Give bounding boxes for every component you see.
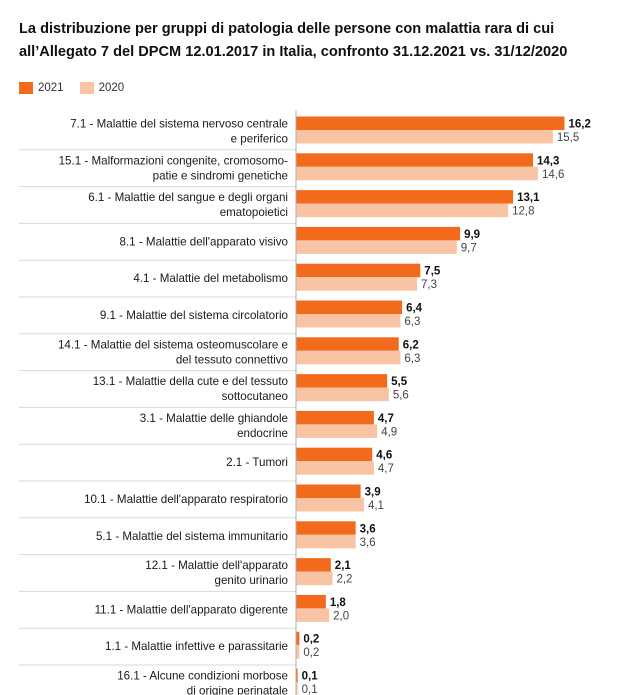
category-label: 5.1 - Malattie del sistema immunitario bbox=[96, 530, 288, 543]
data-label-2021: 13,1 bbox=[517, 192, 540, 204]
data-label-2020: 0,1 bbox=[302, 684, 318, 695]
data-label-2020: 6,3 bbox=[404, 353, 420, 365]
category-label: 2.1 - Tumori bbox=[226, 456, 288, 469]
legend-swatch-2020 bbox=[79, 82, 94, 94]
bar-2020 bbox=[296, 277, 417, 291]
bar-2021 bbox=[296, 300, 403, 314]
data-label-2021: 3,6 bbox=[360, 523, 376, 535]
bar-2021 bbox=[296, 631, 300, 646]
bar-2020 bbox=[296, 682, 298, 695]
category-label: di origine perinatale bbox=[187, 685, 288, 695]
category-label: 13.1 - Malattie della cute e del tessuto bbox=[93, 375, 288, 388]
data-label-2020: 3,6 bbox=[360, 537, 376, 549]
bar-2020 bbox=[296, 387, 389, 402]
bar-2021 bbox=[296, 410, 374, 425]
category-label: del tessuto connettivo bbox=[176, 353, 288, 366]
bar-2021 bbox=[296, 521, 356, 535]
bar-2021 bbox=[296, 447, 373, 462]
data-label-2020: 4,1 bbox=[368, 500, 384, 512]
category-label: 12.1 - Malattie dell'apparato bbox=[145, 559, 288, 572]
data-label-2021: 4,7 bbox=[378, 413, 394, 425]
category-label: 3.1 - Malattie delle ghiandole bbox=[140, 412, 288, 425]
bar-2020 bbox=[296, 240, 457, 254]
data-label-2021: 0,1 bbox=[302, 671, 319, 683]
data-label-2021: 9,9 bbox=[464, 229, 480, 241]
data-label-2021: 0,2 bbox=[303, 634, 319, 646]
bar-2020 bbox=[296, 350, 401, 365]
data-label-2020: 0,2 bbox=[303, 647, 319, 659]
legend-swatch-2021 bbox=[19, 82, 33, 94]
bar-2020 bbox=[296, 424, 378, 438]
legend-label-2020: 2020 bbox=[98, 82, 125, 94]
bar-2021 bbox=[296, 190, 514, 204]
data-label-2020: 2,0 bbox=[333, 610, 349, 622]
bar-2021 bbox=[296, 263, 421, 278]
bar-2020 bbox=[296, 608, 330, 622]
category-label: 15.1 - Malformazioni congenite, cromosom… bbox=[59, 154, 289, 167]
bar-2021 bbox=[296, 153, 534, 167]
category-label: 6.1 - Malattie del sangue e degli organi bbox=[88, 191, 288, 204]
legend-label-2021: 2021 bbox=[38, 82, 64, 94]
bar-2020 bbox=[296, 166, 538, 181]
category-label: 16.1 - Alcune condizioni morbose bbox=[117, 670, 288, 683]
category-label: e periferico bbox=[231, 133, 288, 146]
data-label-2020: 9,7 bbox=[461, 242, 477, 254]
data-label-2021: 1,8 bbox=[330, 597, 347, 609]
bar-2021 bbox=[296, 484, 361, 498]
data-label-2020: 5,6 bbox=[393, 390, 409, 402]
chart-title: La distribuzione per gruppi di patologia… bbox=[19, 21, 568, 60]
bar-2020 bbox=[296, 130, 553, 144]
category-label: endocrine bbox=[237, 427, 288, 440]
data-label-2020: 2,2 bbox=[336, 574, 352, 586]
data-label-2020: 6,3 bbox=[404, 316, 420, 328]
category-label: 9.1 - Malattie del sistema circolatorio bbox=[100, 309, 288, 322]
bar-2021 bbox=[296, 374, 388, 388]
legend-item-2020: 2020 bbox=[79, 82, 125, 94]
category-label: sottocutaneo bbox=[222, 390, 288, 403]
bar-2021 bbox=[296, 594, 326, 609]
data-label-2021: 16,2 bbox=[569, 119, 591, 131]
data-label-2021: 4,6 bbox=[376, 450, 392, 462]
data-label-2020: 7,3 bbox=[421, 279, 437, 291]
bar-2021 bbox=[296, 226, 461, 241]
bar-2020 bbox=[296, 645, 300, 659]
legend: 2021 2020 bbox=[19, 82, 140, 94]
data-label-2021: 6,4 bbox=[406, 303, 423, 315]
bar-2021 bbox=[296, 668, 298, 682]
data-label-2020: 14,6 bbox=[542, 169, 564, 181]
category-label: 4.1 - Malattie del metabolismo bbox=[133, 272, 288, 285]
data-label-2021: 6,2 bbox=[403, 339, 419, 351]
legend-item-2021: 2021 bbox=[19, 82, 64, 94]
data-label-2020: 12,8 bbox=[512, 206, 534, 218]
data-label-2021: 14,3 bbox=[537, 155, 559, 167]
data-label-2021: 3,9 bbox=[365, 487, 381, 499]
bar-2020 bbox=[296, 314, 401, 328]
category-label: 8.1 - Malattie dell'apparato visivo bbox=[120, 235, 288, 248]
bar-2020 bbox=[296, 571, 333, 586]
category-label: patie e sindromi genetiche bbox=[153, 169, 288, 182]
category-label: 11.1 - Malattie dell'apparato digerente bbox=[95, 603, 288, 616]
bar-2020 bbox=[296, 203, 509, 218]
data-label-2021: 7,5 bbox=[424, 266, 441, 278]
bar-2020 bbox=[296, 461, 374, 475]
data-label-2020: 15,5 bbox=[557, 132, 579, 144]
category-label: 14.1 - Malattie del sistema osteomuscola… bbox=[58, 338, 288, 351]
data-label-2021: 2,1 bbox=[335, 560, 352, 572]
bar-2021 bbox=[296, 116, 565, 130]
category-label: ematopoietici bbox=[220, 206, 288, 219]
category-label: genito urinario bbox=[215, 574, 288, 587]
data-label-2020: 4,7 bbox=[378, 463, 394, 475]
category-label: 10.1 - Malattie dell'apparato respirator… bbox=[84, 493, 288, 506]
bar-2020 bbox=[296, 534, 356, 549]
bar-2021 bbox=[296, 558, 331, 572]
category-label: 1.1 - Malattie infettive e parassitarie bbox=[105, 640, 288, 653]
data-label-2021: 5,5 bbox=[391, 376, 408, 388]
bar-2021 bbox=[296, 337, 399, 351]
category-label: 7.1 - Malattie del sistema nervoso centr… bbox=[70, 118, 288, 131]
data-label-2020: 4,9 bbox=[381, 426, 397, 438]
bar-2020 bbox=[296, 498, 364, 512]
